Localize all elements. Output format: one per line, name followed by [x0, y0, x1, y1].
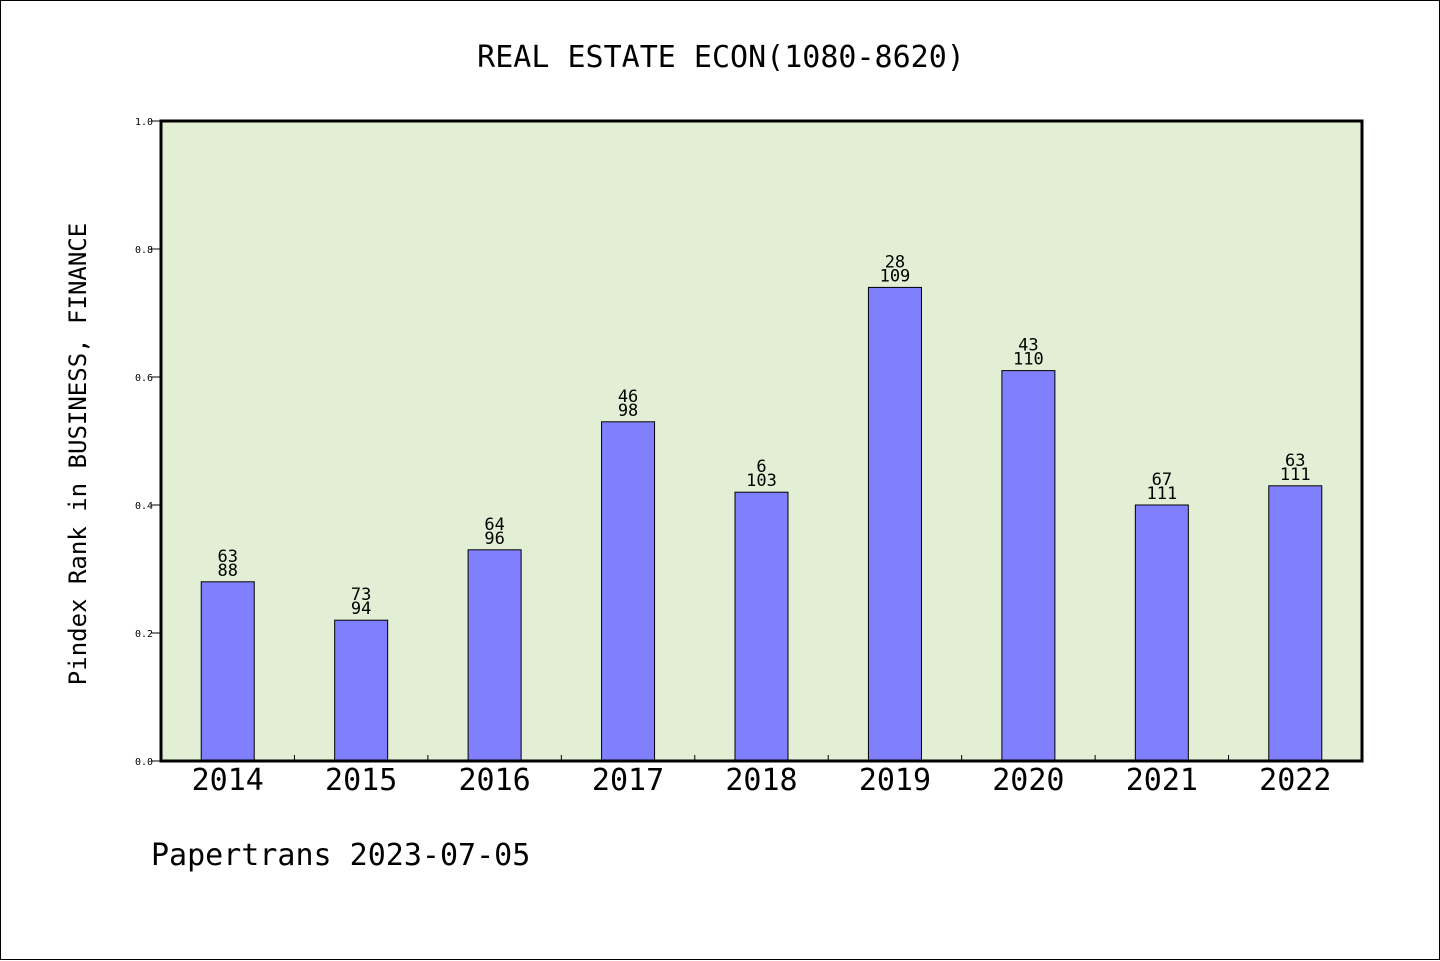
bar-label-bottom: 94 [351, 599, 371, 619]
bar-label-bottom: 110 [1013, 350, 1044, 370]
y-tick-label: 1.0 [135, 117, 153, 128]
x-tick-label: 2014 [192, 763, 264, 798]
bar-2015 [334, 619, 389, 762]
x-tick-label: 2019 [859, 763, 931, 798]
x-tick-label: 2022 [1259, 763, 1331, 798]
plot-frame [159, 119, 1364, 763]
bar-label-bottom: 96 [484, 529, 504, 549]
x-tick-label: 2015 [325, 763, 397, 798]
chart-title: REAL ESTATE ECON(1080-8620) [477, 40, 965, 75]
bar-label-top: 28 [885, 252, 905, 272]
bar-2017 [601, 421, 656, 762]
bar-label-top: 46 [618, 387, 638, 407]
bar-2014 [200, 581, 255, 762]
bar-label-bottom: 103 [746, 471, 777, 491]
y-tick-label: 0.6 [135, 373, 153, 384]
bar-2020 [1001, 370, 1056, 762]
bar-label-top: 73 [351, 585, 371, 605]
bar-label-top: 64 [484, 515, 504, 535]
bar-2019 [867, 286, 922, 762]
bar-label-bottom: 109 [880, 266, 911, 286]
bar-label-top: 63 [217, 547, 237, 567]
bar-2022 [1268, 485, 1323, 762]
chart-marks: 0.00.20.40.60.81.06388201473942015649620… [135, 117, 1331, 798]
footer-credit: Papertrans 2023-07-05 [151, 838, 530, 873]
bar-label-bottom: 111 [1146, 484, 1177, 504]
y-tick-label: 0.0 [135, 757, 153, 768]
y-tick-label: 0.2 [135, 629, 153, 640]
y-tick-label: 0.8 [135, 245, 153, 256]
bar-label-top: 63 [1285, 451, 1305, 471]
x-tick-label: 2020 [992, 763, 1064, 798]
bar-2021 [1134, 504, 1189, 762]
bar-label-bottom: 98 [618, 401, 638, 421]
x-tick-label: 2016 [458, 763, 530, 798]
bar-label-top: 43 [1018, 336, 1038, 356]
y-axis-label: Pindex Rank in BUSINESS, FINANCE [64, 223, 92, 685]
x-tick-label: 2021 [1126, 763, 1198, 798]
bar-label-bottom: 88 [217, 561, 237, 581]
y-tick-label: 0.4 [135, 501, 153, 512]
x-tick-label: 2018 [725, 763, 797, 798]
bar-2018 [734, 491, 789, 762]
bar-label-top: 67 [1152, 470, 1172, 490]
bar-2016 [467, 549, 522, 762]
bar-label-bottom: 111 [1280, 465, 1311, 485]
bar-label-top: 6 [756, 457, 766, 477]
x-tick-label: 2017 [592, 763, 664, 798]
